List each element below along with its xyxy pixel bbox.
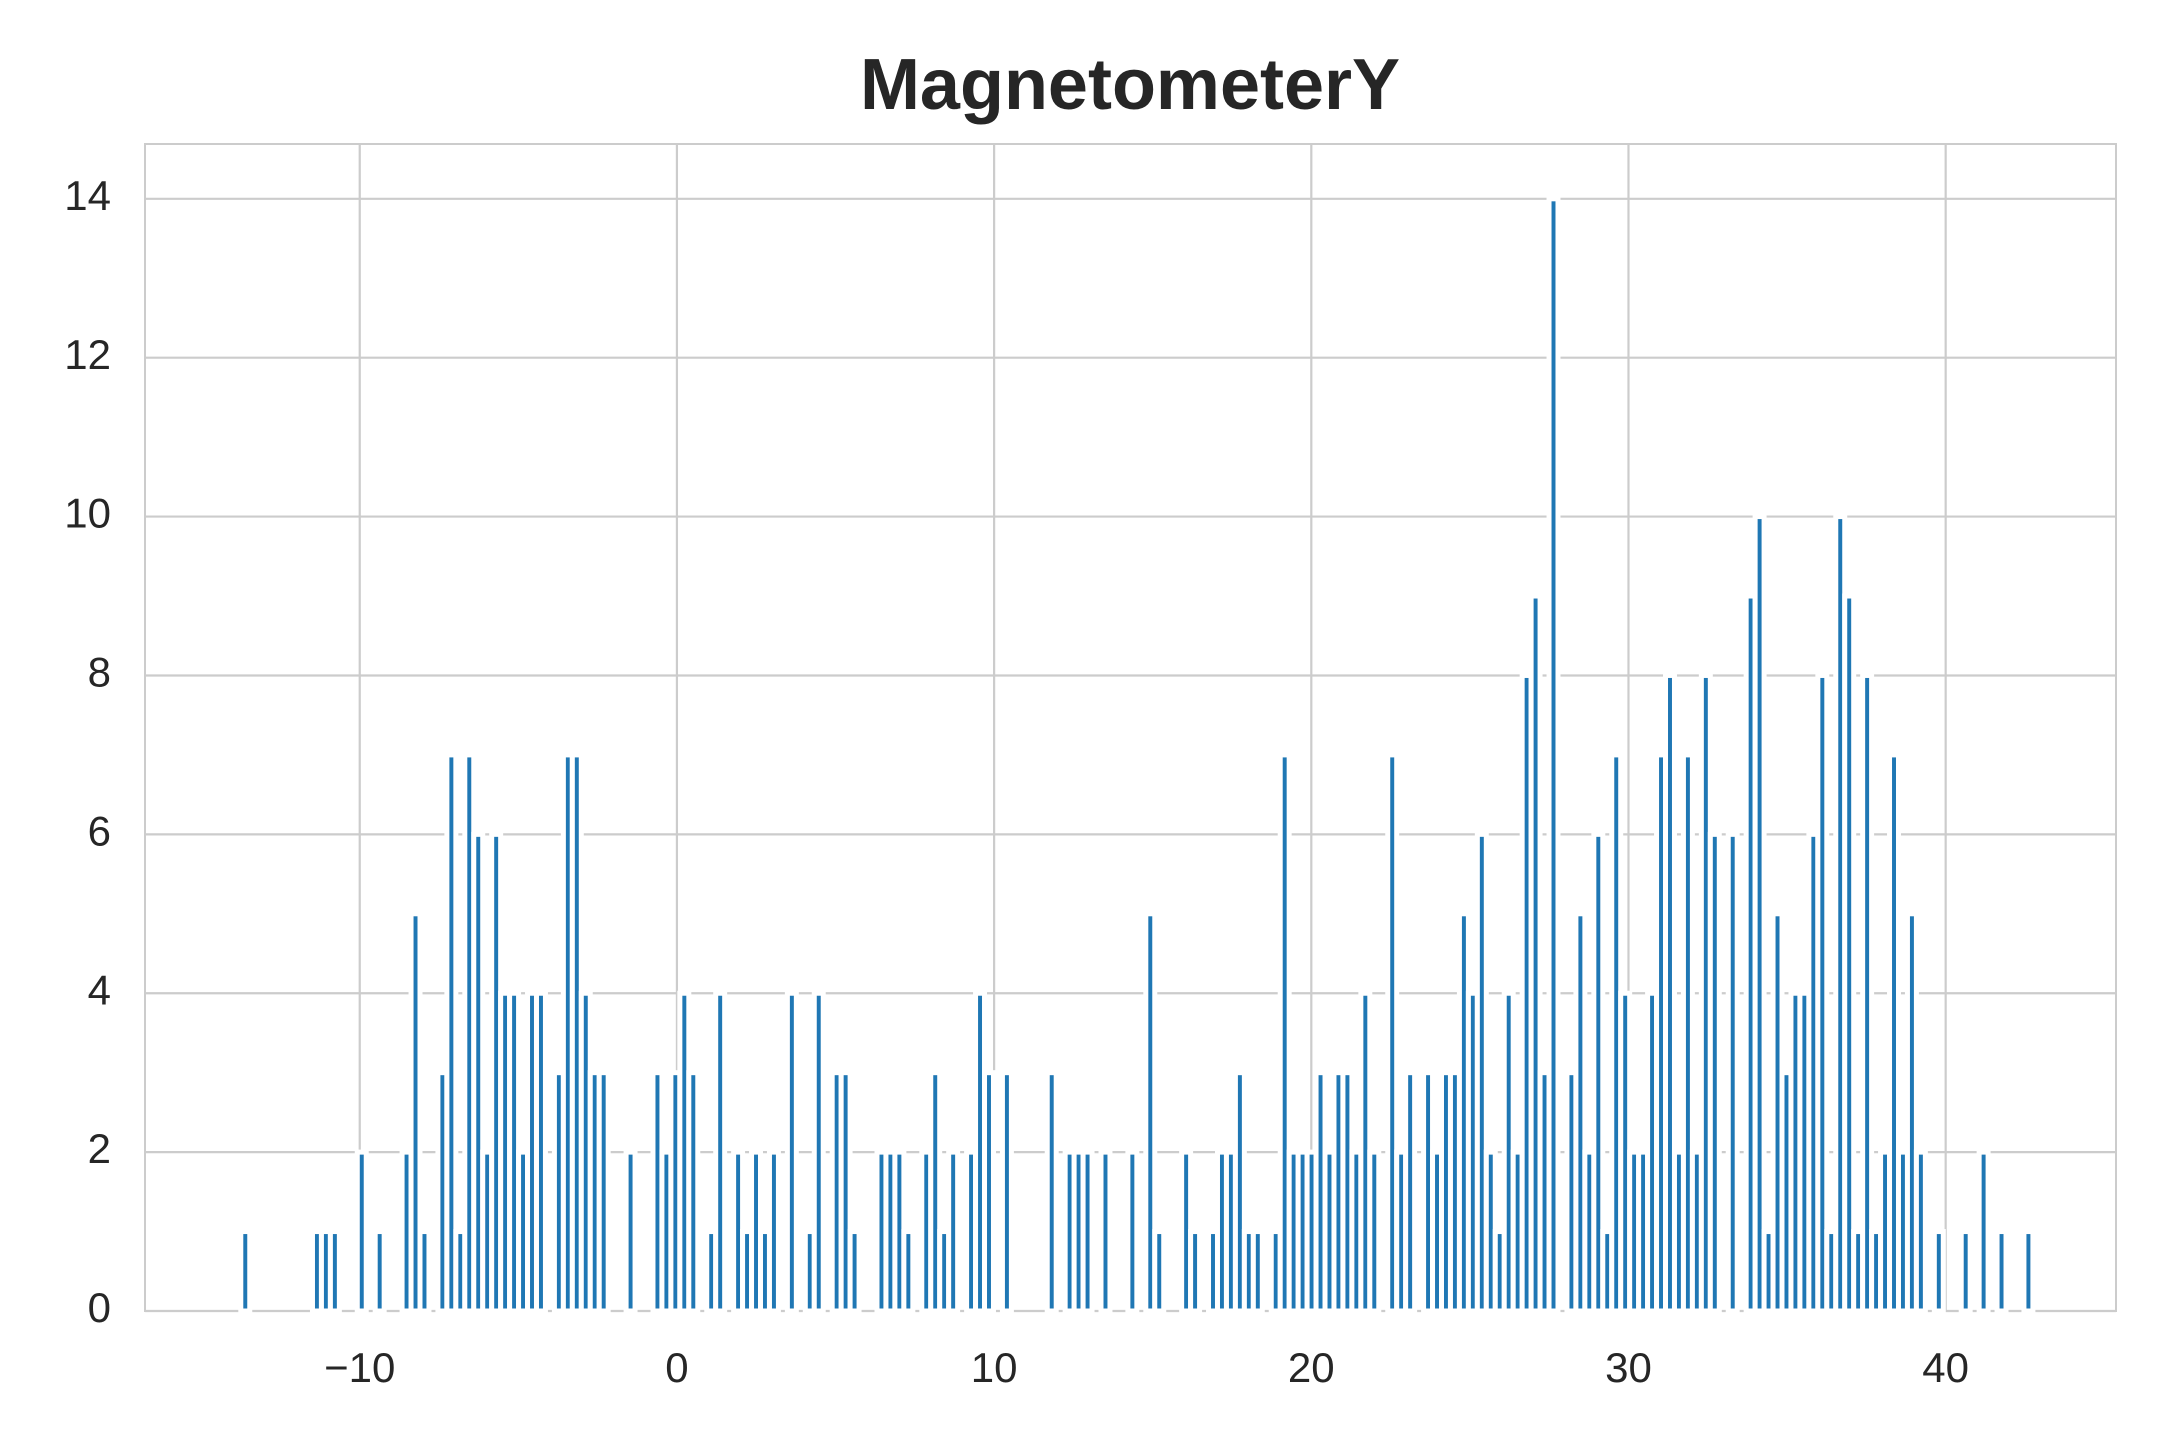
bar xyxy=(713,990,728,1314)
bar xyxy=(1546,196,1561,1314)
bar xyxy=(1752,514,1767,1314)
bar xyxy=(1707,831,1722,1314)
bar xyxy=(1663,672,1677,1314)
bar xyxy=(1098,1149,1113,1314)
bar xyxy=(354,1149,369,1314)
bar xyxy=(623,1149,638,1314)
bar xyxy=(982,1070,996,1314)
bar xyxy=(1528,593,1543,1314)
bar xyxy=(1152,1229,1167,1314)
bar xyxy=(1931,1229,1946,1314)
bar xyxy=(1143,911,1158,1314)
bar xyxy=(408,911,423,1314)
bar xyxy=(1887,752,1901,1314)
x-tick-label: 10 xyxy=(971,1344,1018,1391)
bar xyxy=(1250,1229,1265,1314)
bar xyxy=(1680,752,1695,1314)
x-tick-label: 30 xyxy=(1605,1344,1652,1391)
bar xyxy=(928,1070,943,1314)
bar xyxy=(1367,1149,1382,1314)
bar xyxy=(1994,1229,2009,1314)
bar xyxy=(2021,1229,2036,1314)
bar xyxy=(838,1070,853,1314)
y-tick-label: 2 xyxy=(88,1125,111,1172)
bar xyxy=(1277,752,1292,1314)
bar xyxy=(1232,1070,1247,1314)
x-tick-label: 20 xyxy=(1288,1344,1335,1391)
bar xyxy=(766,1149,781,1314)
y-tick-label: 12 xyxy=(64,331,111,378)
bar xyxy=(1725,831,1740,1314)
bar xyxy=(1385,752,1400,1314)
bar xyxy=(372,1229,387,1314)
x-tick-label: 40 xyxy=(1922,1344,1969,1391)
bar xyxy=(811,990,826,1314)
bar xyxy=(1125,1149,1140,1314)
bar xyxy=(999,1070,1014,1314)
chart-title: MagnetometerY xyxy=(860,45,1400,125)
bar xyxy=(417,1229,432,1314)
bar xyxy=(533,990,548,1314)
y-tick-label: 10 xyxy=(64,490,111,537)
x-tick-label: 0 xyxy=(665,1344,688,1391)
bar xyxy=(1403,1070,1418,1314)
bar xyxy=(1913,1149,1928,1314)
bar xyxy=(847,1229,862,1314)
bar xyxy=(1958,1229,1973,1314)
x-tick-label: −10 xyxy=(324,1344,395,1391)
bar xyxy=(686,1070,701,1314)
bar xyxy=(444,752,459,1314)
bar xyxy=(1976,1149,1991,1314)
bar xyxy=(1573,911,1588,1314)
bar xyxy=(471,831,486,1314)
bar xyxy=(1904,911,1919,1314)
bar xyxy=(1842,593,1857,1314)
bar xyxy=(784,990,799,1314)
bar xyxy=(1860,672,1875,1314)
y-tick-label: 0 xyxy=(88,1284,111,1331)
y-tick-label: 14 xyxy=(64,172,111,219)
bar xyxy=(596,1070,611,1314)
bar xyxy=(901,1229,916,1314)
bar xyxy=(1188,1229,1203,1314)
bar xyxy=(946,1149,961,1314)
y-tick-label: 8 xyxy=(88,649,111,696)
bar xyxy=(1080,1149,1095,1314)
y-tick-label: 4 xyxy=(88,966,111,1013)
y-tick-label: 6 xyxy=(88,807,111,854)
bar xyxy=(1815,672,1830,1314)
bar xyxy=(1591,831,1606,1314)
bar xyxy=(238,1229,253,1314)
bar xyxy=(1044,1070,1059,1314)
bar xyxy=(1474,831,1489,1314)
bar xyxy=(327,1229,342,1314)
